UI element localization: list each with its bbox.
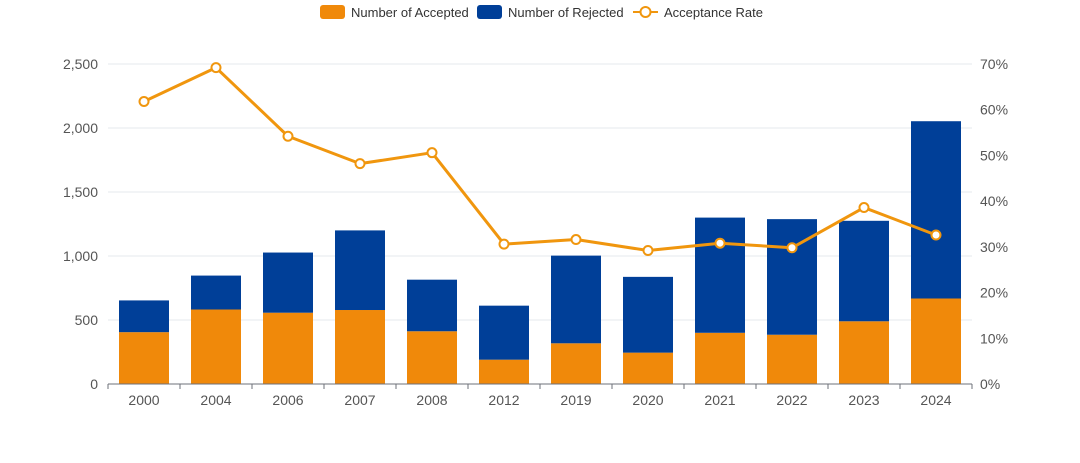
- x-tick-label: 2021: [704, 392, 735, 408]
- bar-accepted: [263, 312, 313, 384]
- acceptance-rate-point: [354, 158, 366, 170]
- bar-rejected: [839, 220, 889, 322]
- legend: Number of Accepted Number of Rejected Acce…: [320, 5, 763, 20]
- y-left-tick-label: 500: [75, 312, 99, 328]
- axes: 0 500 1,000 1,500 2,000 2,500 0% 10% 20% 30% 40% 50…: [63, 56, 1008, 408]
- y-left-tick-label: 1,000: [63, 248, 98, 264]
- bar-accepted: [119, 332, 169, 384]
- x-tick-label: 2019: [560, 392, 591, 408]
- bar-rejected: [263, 252, 313, 313]
- acceptance-rate-point: [210, 62, 222, 74]
- acceptance-rate-line: [143, 66, 937, 253]
- x-tick-label: 2008: [416, 392, 447, 408]
- legend-swatch-accepted: [320, 5, 345, 19]
- bar-accepted: [623, 352, 673, 384]
- legend-label: Number of Accepted: [351, 5, 469, 20]
- legend-circle-icon: [639, 6, 652, 18]
- bar-rejected: [911, 121, 961, 299]
- y-right-tick-label: 10%: [980, 330, 1008, 346]
- x-tick-label: 2024: [920, 392, 951, 408]
- acceptance-rate-point: [570, 234, 582, 246]
- x-tick-label: 2012: [488, 392, 519, 408]
- bar-rejected: [623, 276, 673, 353]
- x-tick-label: 2004: [200, 392, 231, 408]
- y-left-tick-label: 0: [90, 376, 98, 392]
- bar-rejected: [119, 300, 169, 333]
- bar-rejected: [191, 275, 241, 310]
- acceptance-rate-point: [642, 245, 654, 257]
- acceptance-rate-point: [138, 95, 150, 107]
- bar-rejected: [479, 305, 529, 360]
- y-right-tick-label: 0%: [980, 376, 1000, 392]
- y-right-tick-label: 70%: [980, 56, 1008, 72]
- x-tick-label: 2006: [272, 392, 303, 408]
- acceptance-rate-point: [282, 130, 294, 142]
- bar-rejected: [407, 279, 457, 332]
- bar-accepted: [479, 359, 529, 384]
- y-right-tick-label: 50%: [980, 147, 1008, 163]
- line-series: [138, 62, 942, 257]
- x-tick-label: 2023: [848, 392, 879, 408]
- y-right-tick-label: 20%: [980, 285, 1008, 301]
- bar-rejected: [335, 230, 385, 311]
- acceptance-rate-point: [498, 238, 510, 250]
- gridlines: [108, 63, 972, 321]
- acceptance-rate-point: [858, 202, 870, 214]
- legend-swatch-rejected: [477, 5, 502, 19]
- bar-accepted: [551, 343, 601, 384]
- bar-accepted: [911, 298, 961, 384]
- y-left-tick-label: 2,000: [63, 120, 98, 136]
- y-left-tick-label: 1,500: [63, 184, 98, 200]
- bar-accepted: [407, 331, 457, 384]
- legend-label: Number of Rejected: [508, 5, 624, 20]
- bar-rejected: [551, 255, 601, 344]
- bar-accepted: [695, 332, 745, 384]
- x-tick-label: 2007: [344, 392, 375, 408]
- y-left-tick-label: 2,500: [63, 56, 98, 72]
- legend-label: Acceptance Rate: [664, 5, 763, 20]
- bar-accepted: [839, 321, 889, 384]
- x-tick-label: 2022: [776, 392, 807, 408]
- y-right-tick-label: 60%: [980, 102, 1008, 118]
- bar-accepted: [767, 334, 817, 384]
- y-right-tick-label: 30%: [980, 239, 1008, 255]
- bar-rejected: [695, 217, 745, 333]
- y-right-tick-label: 40%: [980, 193, 1008, 209]
- bar-series: [119, 121, 961, 384]
- x-tick-label: 2000: [128, 392, 159, 408]
- bar-accepted: [335, 310, 385, 384]
- x-tick-label: 2020: [632, 392, 663, 408]
- acceptance-rate-point: [786, 242, 798, 254]
- acceptance-rate-point: [714, 237, 726, 249]
- bar-accepted: [191, 309, 241, 384]
- acceptance-rate-point: [426, 147, 438, 159]
- acceptance-rate-point: [930, 229, 942, 241]
